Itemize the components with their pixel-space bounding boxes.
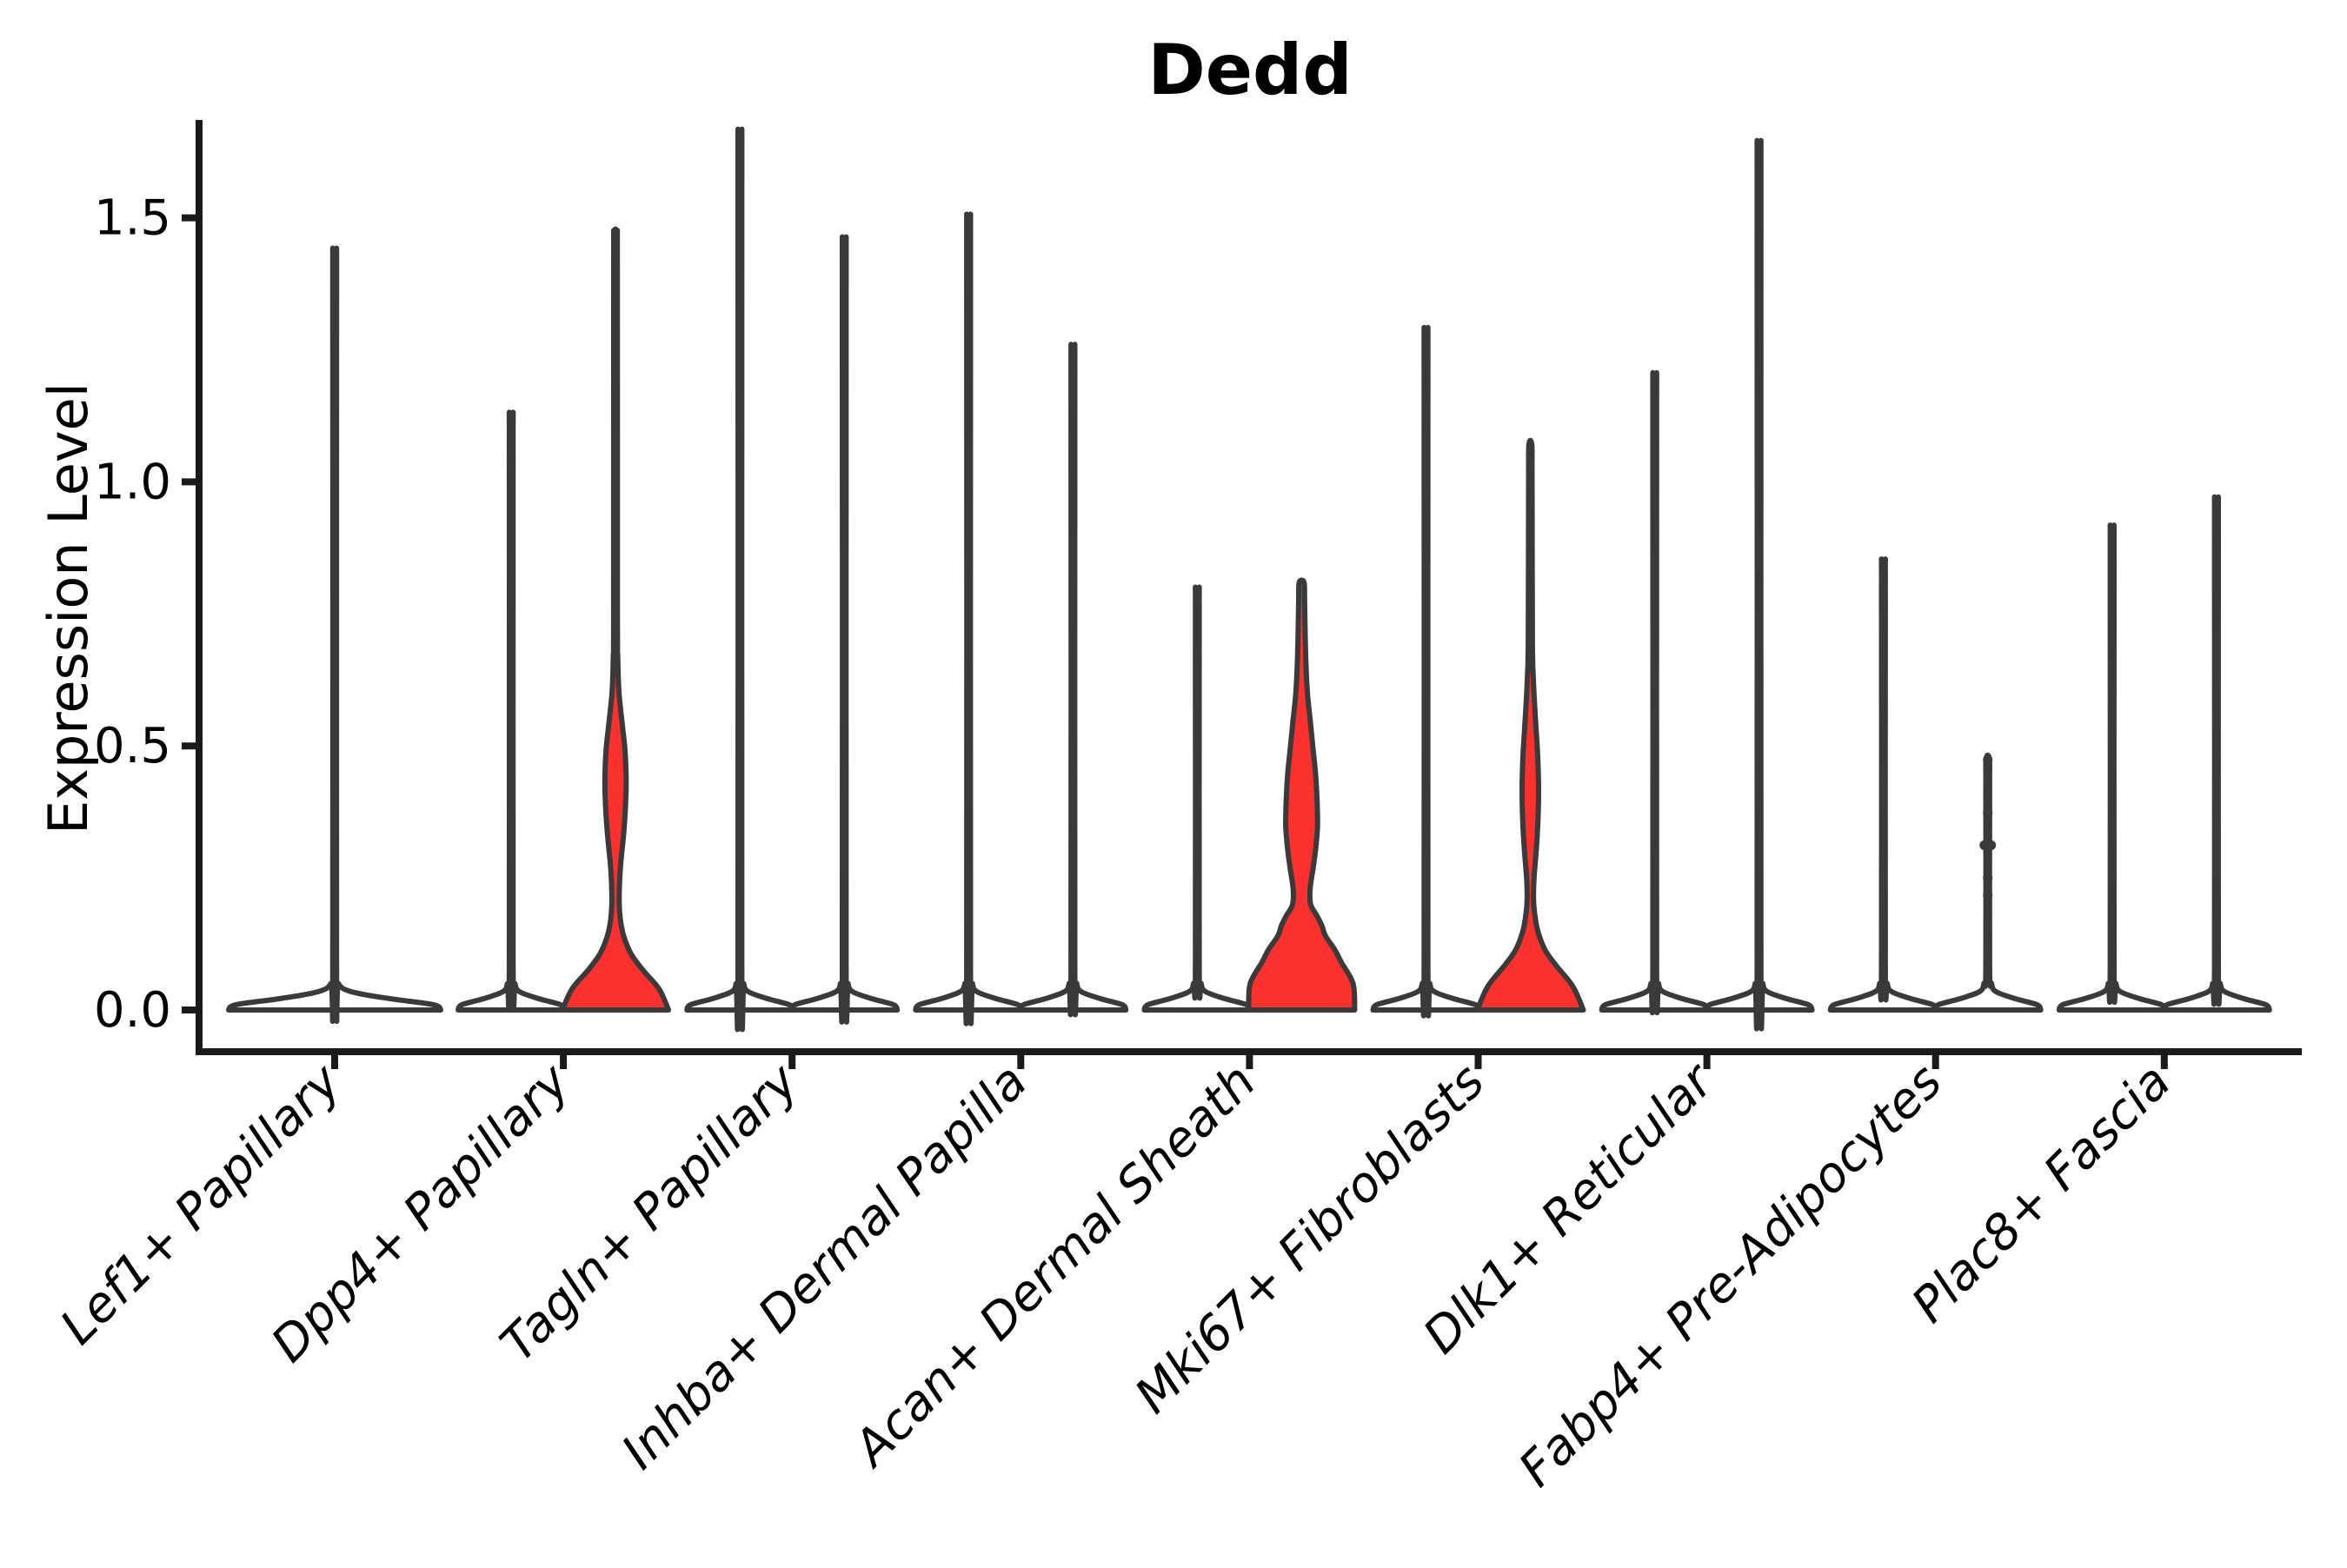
y-tick-label: 1.0	[94, 454, 171, 510]
violin-mki67-fibroblasts-left	[1370, 324, 1482, 1019]
x-tick-label-inhba-dermal-papilla: Inhba+ Dermal Papilla	[611, 1053, 1038, 1480]
y-tick-label: 0.5	[94, 718, 171, 774]
violin-mki67-fibroblasts-right	[1474, 437, 1586, 1013]
y-tick-label: 1.5	[94, 190, 171, 247]
violin-tagln-papillary-right	[788, 234, 901, 1025]
x-tick-label-acan-dermal-sheath: Acan+ Dermal Sheath	[841, 1053, 1267, 1478]
violin-tagln-papillary-left	[684, 126, 796, 1033]
violin-acan-dermal-sheath-left	[1141, 584, 1253, 1013]
violin-dpp4-papillary-left	[455, 409, 568, 1013]
plot-title: Dedd	[1147, 30, 1352, 110]
expression-point-dot	[1983, 873, 1993, 883]
violin-inhba-dermal-papilla-right	[1017, 342, 1129, 1018]
violin-plac8-fascia-right	[2160, 494, 2272, 1013]
y-axis-label: Expression Level	[37, 382, 100, 834]
expression-point-dot	[1983, 754, 1993, 765]
x-tick-label-fabp4-pre-adipocytes: Fabp4+ Pre-Adipocytes	[1508, 1053, 1952, 1498]
violin-dlk1-reticular-left	[1599, 369, 1711, 1015]
expression-point-dot	[1983, 807, 1993, 818]
expression-point-dot	[1983, 890, 1993, 900]
expression-point-dot	[1986, 840, 1997, 850]
violin-inhba-dermal-papilla-left	[913, 211, 1025, 1027]
y-tick-label: 0.0	[94, 982, 171, 1039]
violins-layer	[226, 126, 2272, 1033]
axes-layer	[182, 120, 2302, 1069]
violin-fabp4-pre-adipocytes-left	[1827, 556, 1939, 1013]
violin-plac8-fascia-left	[2056, 522, 2168, 1013]
violin-dpp4-papillary-right	[560, 226, 672, 1013]
violin-acan-dermal-sheath-right	[1246, 577, 1358, 1013]
violin-lef1-papillary-center	[226, 245, 443, 1024]
expression-point-dot	[1979, 840, 1990, 850]
violin-dlk1-reticular-right	[1703, 137, 1815, 1032]
